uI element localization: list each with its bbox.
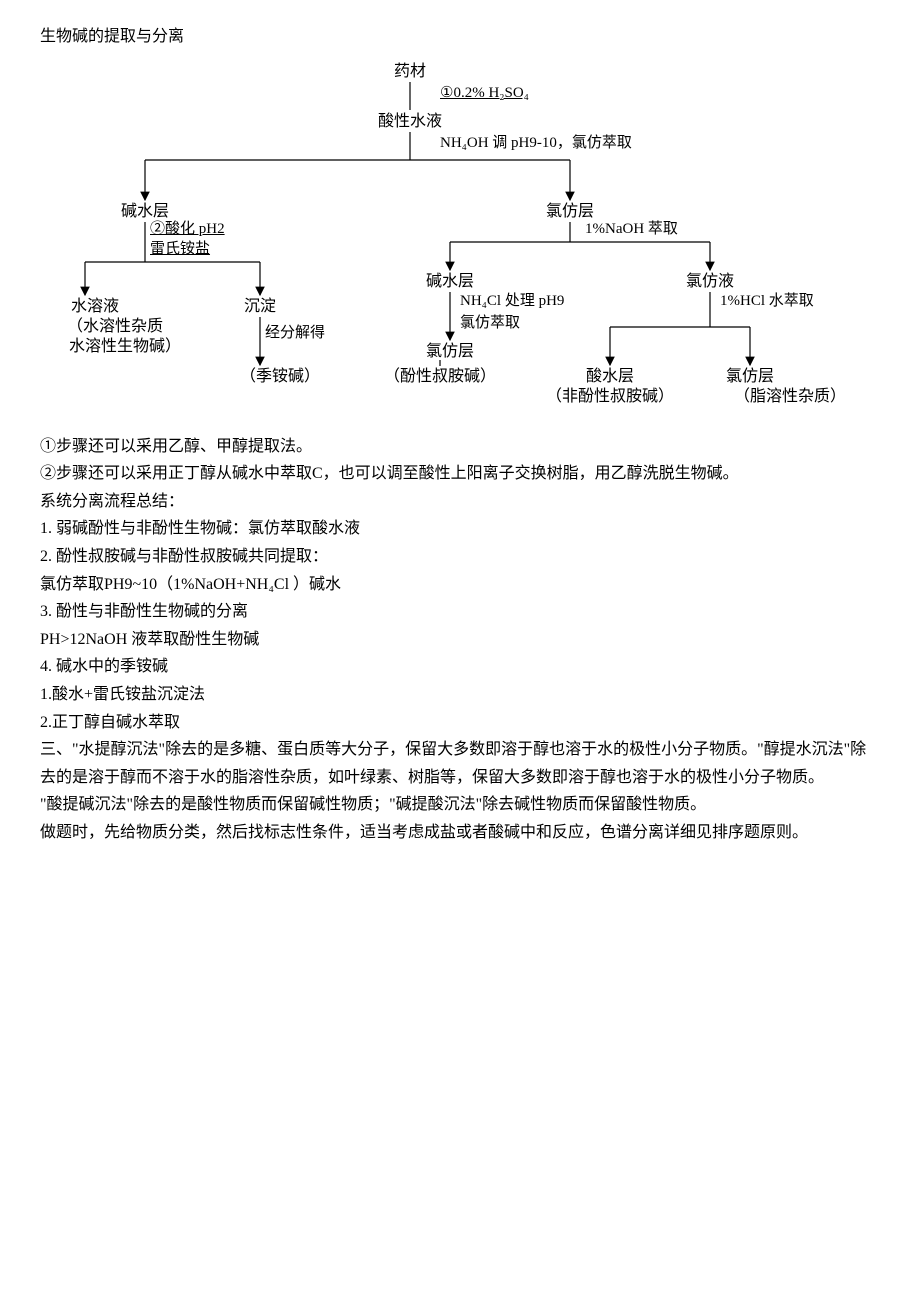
body-line-12: 去的是溶于醇而不溶于水的脂溶性杂质，如叶绿素、树脂等，保留大多数即溶于醇也溶于水…: [40, 765, 880, 791]
page-title: 生物碱的提取与分离: [40, 24, 880, 50]
body-text: ①步骤还可以采用乙醇、甲醇提取法。②步骤还可以采用正丁醇从碱水中萃取C，也可以调…: [40, 434, 880, 846]
node-n_fensx: （酚性叔胺碱）: [350, 367, 530, 386]
node-n_zhirong: （脂溶性杂质）: [700, 387, 880, 406]
node-n_shuirong2: （水溶性杂质: [40, 317, 190, 336]
node-n_shuirong3: 水溶性生物碱）: [40, 337, 210, 356]
body-line-1: ②步骤还可以采用正丁醇从碱水中萃取C，也可以调至酸性上阳离子交换树脂，用乙醇洗脱…: [40, 461, 880, 487]
body-line-5: 氯仿萃取PH9~10（1%NaOH+NH₄Cl ）碱水: [40, 572, 880, 598]
body-line-6: 3. 酚性与非酚性生物碱的分离: [40, 599, 880, 625]
node-n_jianshui: 碱水层: [105, 202, 185, 221]
node-n_lvfang3: 氯仿层: [710, 367, 790, 386]
body-line-10: 2.正丁醇自碱水萃取: [40, 710, 880, 736]
node-n_lvfangye: 氯仿液: [670, 272, 750, 291]
body-line-7: PH>12NaOH 液萃取酚性生物碱: [40, 627, 880, 653]
body-line-3: 1. 弱碱酚性与非酚性生物碱：氯仿萃取酸水液: [40, 516, 880, 542]
body-line-14: 做题时，先给物质分类，然后找标志性条件，适当考虑成盐或者酸碱中和反应，色谱分离详…: [40, 820, 880, 846]
node-n_chendian: 沉淀: [230, 297, 290, 316]
label-l_lvfangcq: 氯仿萃取: [460, 314, 520, 332]
node-n_jfj: （季铵碱）: [220, 367, 340, 386]
body-line-2: 系统分离流程总结：: [40, 489, 880, 515]
node-n_suanshui: 酸性水液: [360, 112, 460, 131]
node-n_jianshui2: 碱水层: [410, 272, 490, 291]
label-l_leishi: 雷氏铵盐: [150, 240, 210, 258]
label-l_hcl: 1%HCl 水萃取: [720, 292, 814, 310]
label-l_nh4oh: NH₄OH 调 pH9-10，氯仿萃取: [440, 134, 632, 152]
node-n_lvfang: 氯仿层: [530, 202, 610, 221]
node-n_feifensx: （非酚性叔胺碱）: [520, 387, 700, 406]
body-line-0: ①步骤还可以采用乙醇、甲醇提取法。: [40, 434, 880, 460]
label-l_ph2: ②酸化 pH2: [150, 220, 225, 238]
separation-flowchart: 药材酸性水液碱水层氯仿层水溶液（水溶性杂质水溶性生物碱）沉淀（季铵碱）碱水层氯仿…: [40, 62, 880, 422]
label-l_h2so4: ①0.2% H₂SO₄: [440, 84, 529, 102]
label-l_naoh: 1%NaOH 萃取: [585, 220, 678, 238]
node-n_yaocai: 药材: [380, 62, 440, 81]
label-l_fenjie: 经分解得: [265, 324, 325, 342]
node-n_lvfang2: 氯仿层: [410, 342, 490, 361]
body-line-9: 1.酸水+雷氏铵盐沉淀法: [40, 682, 880, 708]
body-line-11: 三、"水提醇沉法"除去的是多糖、蛋白质等大分子，保留大多数即溶于醇也溶于水的极性…: [40, 737, 880, 763]
body-line-8: 4. 碱水中的季铵碱: [40, 654, 880, 680]
label-l_nh4cl: NH₄Cl 处理 pH9: [460, 292, 564, 310]
body-line-13: "酸提碱沉法"除去的是酸性物质而保留碱性物质；"碱提酸沉法"除去碱性物质而保留酸…: [40, 792, 880, 818]
body-line-4: 2. 酚性叔胺碱与非酚性叔胺碱共同提取：: [40, 544, 880, 570]
node-n_shuirong: 水溶液: [40, 297, 150, 316]
node-n_suanshui2: 酸水层: [570, 367, 650, 386]
